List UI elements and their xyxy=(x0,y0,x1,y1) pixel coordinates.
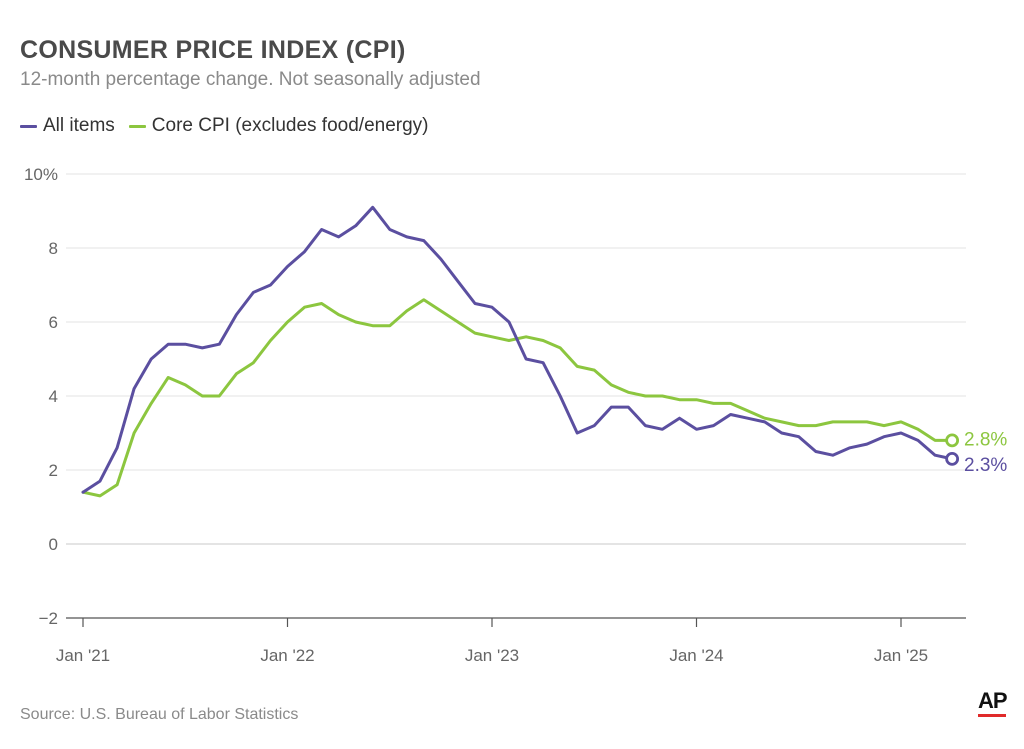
x-tick-label: Jan '25 xyxy=(874,646,928,665)
source-note: Source: U.S. Bureau of Labor Statistics xyxy=(20,706,299,723)
end-label-all-items: 2.3% xyxy=(964,455,1007,476)
legend-swatch-core-cpi xyxy=(128,124,146,128)
y-tick-label: 6 xyxy=(49,313,58,332)
x-tick-label: Jan '23 xyxy=(465,646,519,665)
legend-label-core-cpi: Core CPI (excludes food/energy) xyxy=(151,115,429,136)
series-line-all-items xyxy=(81,205,954,494)
legend-swatch-all-items xyxy=(20,124,37,128)
x-tick-label: Jan '21 xyxy=(56,646,110,665)
end-marker-core-cpi xyxy=(945,433,960,448)
x-tick-label: Jan '22 xyxy=(260,646,314,665)
legend-item-core-cpi: Core CPI (excludes food/energy) xyxy=(128,115,429,137)
y-tick-label: 0 xyxy=(49,535,58,554)
y-tick-label: 10% xyxy=(24,165,58,184)
y-tick-label: −2 xyxy=(39,609,58,628)
ap-logo: AP xyxy=(978,690,1008,717)
chart-subtitle: 12-month percentage change. Not seasonal… xyxy=(20,69,481,90)
legend-label-all-items: All items xyxy=(43,115,115,136)
ap-logo-text: AP xyxy=(978,688,1008,713)
y-tick-label: 4 xyxy=(49,387,58,406)
series-line-core-cpi xyxy=(81,298,954,498)
y-tick-label: 8 xyxy=(49,239,58,258)
end-label-core-cpi: 2.8% xyxy=(964,429,1007,450)
legend-item-all-items: All items xyxy=(20,115,115,137)
chart-title: CONSUMER PRICE INDEX (CPI) xyxy=(20,36,406,64)
x-tick-label: Jan '24 xyxy=(669,646,723,665)
ap-logo-bar xyxy=(978,714,1006,717)
chart-legend: All items Core CPI (excludes food/energy… xyxy=(20,115,442,137)
y-tick-label: 2 xyxy=(49,461,58,480)
end-marker-all-items xyxy=(945,451,960,466)
